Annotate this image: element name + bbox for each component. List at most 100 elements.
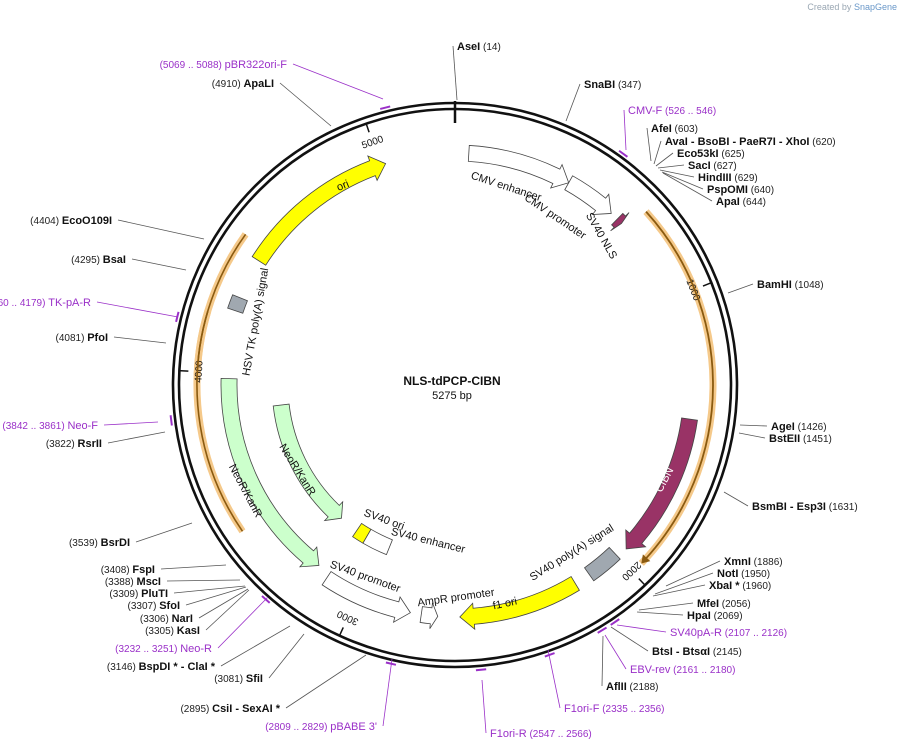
feature-sv40-promoter[interactable] <box>321 570 411 623</box>
leader-line <box>135 522 193 543</box>
leader-line <box>727 283 754 294</box>
leader-line <box>657 164 685 169</box>
site-label[interactable]: (3306) NarI <box>140 613 193 625</box>
primer-label[interactable]: (3842 .. 3861) Neo-F <box>2 420 98 432</box>
site-label[interactable]: (3307) SfoI <box>128 600 180 612</box>
site-label[interactable]: AvaI - BsoBI - PaeR7I - XhoI (620) <box>665 136 836 148</box>
primer-label[interactable]: SV40pA-R (2107 .. 2126) <box>670 627 787 639</box>
site-label[interactable]: XbaI * (1960) <box>709 580 771 592</box>
site-position: (3146) <box>107 662 139 673</box>
site-extra: (620) <box>809 137 835 148</box>
primer-label[interactable]: F1ori-R (2547 .. 2566) <box>490 728 592 740</box>
feature-cmv-promoter[interactable] <box>564 175 612 215</box>
site-label[interactable]: AflII (2188) <box>606 681 658 693</box>
site-label[interactable]: MfeI (2056) <box>697 598 751 610</box>
site-label[interactable]: (4910) ApaLI <box>212 78 274 90</box>
site-label[interactable]: HpaI (2069) <box>687 610 743 622</box>
site-label[interactable]: AgeI (1426) <box>771 421 827 433</box>
site-position: (1950) <box>738 569 770 580</box>
primer-label[interactable]: (4160 .. 4179) TK-pA-R <box>0 297 91 309</box>
site-label[interactable]: (3305) KasI <box>145 625 200 637</box>
feature-ori[interactable] <box>251 155 387 266</box>
primer-label[interactable]: (5069 .. 5088) pBR322ori-F <box>160 59 288 71</box>
site-name: ApaLI <box>243 78 274 90</box>
primer-marker <box>169 415 173 426</box>
site-extra: - BsoBI <box>688 136 730 148</box>
site-label[interactable]: SnaBI (347) <box>584 79 641 91</box>
site-label[interactable]: ApaI (644) <box>716 196 766 208</box>
feature-f1-ori[interactable] <box>459 576 580 631</box>
site-label[interactable]: HindIII (629) <box>698 172 758 184</box>
site-label[interactable]: BtsI - BtsαI (2145) <box>652 646 742 658</box>
site-name: PluTI <box>141 588 168 600</box>
primer-name: Neo-R <box>180 643 212 655</box>
site-name: AfeI <box>651 123 672 135</box>
leader-line <box>659 169 695 178</box>
site-label[interactable]: Eco53kI (625) <box>677 148 745 160</box>
site-label[interactable]: (3388) MscI <box>105 576 161 588</box>
site-name: HindIII <box>698 172 732 184</box>
site-name: CsiI <box>212 703 232 715</box>
feature-neor-kanr[interactable] <box>220 377 320 568</box>
site-extra: (2145) <box>710 647 742 658</box>
site-label[interactable]: (2895) CsiI - SexAI * <box>180 703 280 715</box>
feature-neor-kanr[interactable] <box>272 403 344 522</box>
site-label[interactable]: BsmBI - Esp3I (1631) <box>752 501 858 513</box>
leader-line <box>739 424 768 427</box>
site-name: BtsI <box>652 646 673 658</box>
site-name: XbaI * <box>709 580 740 592</box>
feature-sv40-nls[interactable] <box>610 212 630 232</box>
site-label[interactable]: AseI (14) <box>457 41 501 53</box>
site-label[interactable]: BamHI (1048) <box>757 279 824 291</box>
leader-line <box>661 171 704 190</box>
feature-sv40-enhancer[interactable] <box>362 528 393 556</box>
site-label[interactable]: (3539) BsrDI <box>69 537 130 549</box>
site-extra: - BtsαI <box>673 646 710 658</box>
site-name: MfeI <box>697 598 719 610</box>
feature-cmv-enhancer[interactable] <box>467 145 570 189</box>
site-label[interactable]: NotI (1950) <box>717 568 770 580</box>
primer-name: pBR322ori-F <box>225 59 288 71</box>
site-label[interactable]: BstEII (1451) <box>769 433 832 445</box>
leader-line <box>382 658 393 727</box>
site-label[interactable]: PspOMI (640) <box>707 184 774 196</box>
feature-sv40-ori[interactable] <box>352 522 372 544</box>
primer-position: (526 .. 546) <box>662 106 716 117</box>
site-label[interactable]: (3822) RsrII <box>46 438 102 450</box>
leader-line <box>481 679 487 734</box>
site-position: (640) <box>748 185 774 196</box>
site-label[interactable]: SacI (627) <box>688 160 737 172</box>
leader-line <box>292 63 384 100</box>
plasmid-name: NLS-tdPCP-CIBN <box>403 374 500 388</box>
site-label[interactable]: (3081) SfiI <box>214 673 263 685</box>
primer-label[interactable]: (3232 .. 3251) Neo-R <box>115 643 212 655</box>
feature-cibn[interactable] <box>625 417 698 550</box>
primer-position: (4160 .. 4179) <box>0 298 48 309</box>
site-position: (3388) <box>105 577 137 588</box>
site-name: NarI <box>172 613 193 625</box>
site-label[interactable]: (4404) EcoO109I <box>30 215 112 227</box>
leader-line <box>738 432 766 439</box>
site-label[interactable]: (3408) FspI <box>101 564 155 576</box>
site-label[interactable]: (4295) BsaI <box>71 254 126 266</box>
feature-tdpcp[interactable] <box>644 210 714 561</box>
site-position: (1960) <box>740 581 772 592</box>
site-label[interactable]: (4081) PfoI <box>56 332 108 344</box>
leader-line <box>623 109 627 151</box>
feature-sv40-poly-a-signal[interactable] <box>583 546 621 582</box>
site-label[interactable]: XmnI (1886) <box>724 556 783 568</box>
site-position: (644) <box>740 197 766 208</box>
site-label[interactable]: (3309) PluTI <box>109 588 168 600</box>
leader-line <box>604 634 627 670</box>
primer-label[interactable]: F1ori-F (2335 .. 2356) <box>564 703 665 715</box>
primer-label[interactable]: (2809 .. 2829) pBABE 3' <box>265 721 377 733</box>
primer-label[interactable]: CMV-F (526 .. 546) <box>628 105 716 117</box>
feature-hsv-tk-poly-a-signal[interactable] <box>227 294 248 314</box>
feature-ampr-promoter[interactable] <box>419 602 439 629</box>
site-label[interactable]: (3146) BspDI * - ClaI * <box>107 661 216 673</box>
site-label[interactable]: AfeI (603) <box>651 123 698 135</box>
primer-label[interactable]: EBV-rev (2161 .. 2180) <box>630 664 735 676</box>
site-position: (2056) <box>719 599 751 610</box>
site-name: SnaBI <box>584 79 615 91</box>
